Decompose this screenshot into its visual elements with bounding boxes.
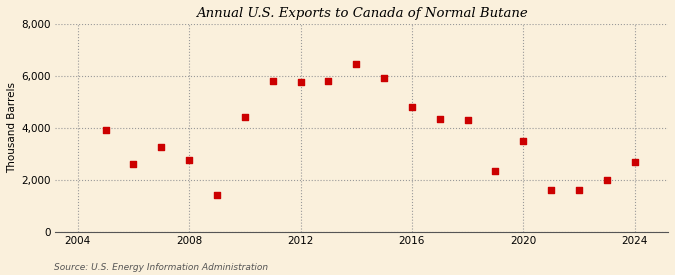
Point	[128, 162, 139, 166]
Point	[45, 154, 55, 159]
Point	[574, 188, 585, 192]
Title: Annual U.S. Exports to Canada of Normal Butane: Annual U.S. Exports to Canada of Normal …	[196, 7, 528, 20]
Point	[100, 128, 111, 133]
Point	[211, 193, 222, 198]
Point	[406, 105, 417, 109]
Point	[462, 118, 473, 122]
Point	[351, 62, 362, 66]
Point	[323, 79, 333, 83]
Point	[184, 158, 194, 163]
Point	[267, 79, 278, 83]
Y-axis label: Thousand Barrels: Thousand Barrels	[7, 82, 17, 174]
Point	[490, 169, 501, 173]
Point	[545, 188, 556, 192]
Point	[379, 76, 389, 81]
Point	[434, 117, 445, 121]
Point	[156, 145, 167, 150]
Text: Source: U.S. Energy Information Administration: Source: U.S. Energy Information Administ…	[54, 263, 268, 272]
Point	[601, 178, 612, 182]
Point	[240, 115, 250, 120]
Point	[629, 160, 640, 164]
Point	[518, 139, 529, 143]
Point	[295, 80, 306, 85]
